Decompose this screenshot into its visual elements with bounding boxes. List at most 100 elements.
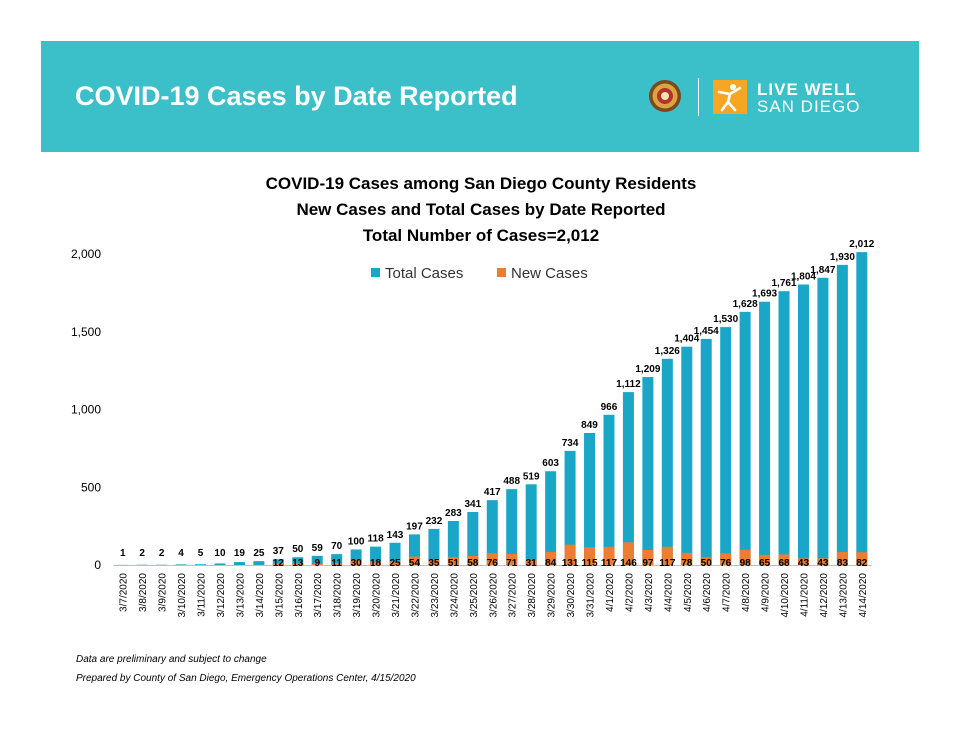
total-data-label: 1,326: [655, 346, 680, 357]
y-tick-label: 500: [81, 480, 101, 494]
x-tick-label: 3/22/2020: [410, 573, 421, 618]
new-data-label: 65: [759, 558, 771, 569]
total-data-label: 37: [273, 546, 285, 557]
new-data-label: 31: [526, 558, 538, 569]
new-bar: [350, 560, 362, 565]
new-bar: [817, 558, 829, 565]
total-data-label: 70: [331, 541, 343, 552]
total-data-label: 1,804: [791, 271, 816, 282]
new-data-label: 78: [681, 558, 693, 569]
new-bar: [370, 562, 382, 565]
chart-title-line-3: Total Number of Cases=2,012: [363, 226, 599, 245]
new-bar: [681, 552, 693, 565]
legend-swatch-new: [497, 268, 506, 277]
y-tick-label: 1,500: [71, 325, 101, 339]
logo-divider: [698, 78, 699, 116]
new-data-label: 58: [467, 558, 479, 569]
total-data-label: 283: [445, 508, 462, 519]
y-tick-label: 1,000: [71, 403, 101, 417]
x-tick-label: 4/10/2020: [780, 573, 791, 618]
total-bar: [836, 264, 848, 565]
total-data-label: 1,404: [674, 334, 699, 345]
x-tick-label: 3/15/2020: [274, 573, 285, 618]
new-bar: [545, 551, 557, 565]
new-data-label: 71: [506, 558, 518, 569]
x-tick-label: 4/9/2020: [761, 573, 772, 612]
total-bar: [545, 471, 557, 565]
new-data-label: 51: [448, 558, 460, 569]
total-data-label: 232: [426, 516, 443, 527]
x-tick-label: 3/23/2020: [430, 573, 441, 618]
new-data-label: 50: [701, 558, 713, 569]
total-bar: [214, 563, 226, 565]
x-tick-label: 4/12/2020: [819, 573, 830, 618]
x-tick-label: 3/26/2020: [488, 573, 499, 618]
total-data-label: 1,930: [830, 252, 855, 263]
new-data-label: 83: [837, 558, 849, 569]
total-bar: [331, 554, 343, 565]
total-bar: [292, 557, 304, 565]
new-data-label: 9: [314, 558, 320, 569]
header-banner: COVID-19 Cases by Date Reported LIVE WEL…: [41, 41, 919, 152]
y-tick-label: 0: [94, 558, 101, 572]
x-tick-label: 4/11/2020: [799, 573, 810, 617]
new-bar: [331, 563, 343, 565]
chart-title-line-2: New Cases and Total Cases by Date Report…: [296, 200, 665, 219]
chart-title-line-1: COVID-19 Cases among San Diego County Re…: [266, 174, 697, 193]
new-bar: [836, 552, 848, 565]
x-tick-label: 3/9/2020: [158, 573, 169, 612]
x-tick-label: 4/13/2020: [838, 573, 849, 618]
legend-label-total: Total Cases: [385, 265, 463, 282]
total-bar: [253, 561, 265, 565]
new-bar: [720, 553, 732, 565]
total-bar: [175, 564, 187, 565]
legend-label-new: New Cases: [511, 265, 588, 282]
total-bar: [759, 301, 771, 565]
logo-text-san-diego: SAN DIEGO: [757, 97, 861, 116]
x-tick-label: 4/5/2020: [683, 573, 694, 612]
total-bar: [856, 252, 868, 565]
total-data-label: 1,761: [772, 278, 797, 289]
x-tick-label: 4/8/2020: [741, 573, 752, 612]
total-data-label: 1,693: [752, 289, 777, 300]
total-data-label: 1,628: [733, 299, 758, 310]
total-bar: [525, 484, 537, 565]
footnote-prepared-by: Prepared by County of San Diego, Emergen…: [76, 673, 416, 684]
x-tick-label: 3/31/2020: [586, 573, 597, 618]
x-tick-label: 4/6/2020: [702, 573, 713, 612]
new-bar: [856, 552, 868, 565]
x-tick-label: 3/21/2020: [391, 573, 402, 618]
total-bar: [408, 534, 420, 565]
new-bar: [389, 561, 401, 565]
new-data-label: 68: [778, 558, 790, 569]
new-data-label: 76: [487, 558, 499, 569]
x-tick-label: 3/10/2020: [177, 573, 188, 618]
x-tick-label: 4/3/2020: [644, 573, 655, 612]
x-tick-label: 3/18/2020: [333, 573, 344, 618]
total-data-label: 603: [542, 458, 559, 469]
new-bar: [564, 544, 576, 565]
total-bar: [564, 450, 576, 565]
total-bar: [720, 327, 732, 565]
new-bar: [584, 547, 596, 565]
new-data-label: 98: [740, 558, 752, 569]
total-bar: [272, 559, 284, 565]
new-bar: [408, 556, 420, 565]
new-bar: [467, 555, 479, 565]
total-bar: [195, 564, 207, 565]
total-bar: [506, 489, 518, 565]
total-data-label: 1,209: [635, 364, 660, 375]
total-data-label: 519: [523, 471, 540, 482]
legend-swatch-total: [371, 268, 380, 277]
x-tick-label: 3/16/2020: [294, 573, 305, 618]
total-data-label: 1,112: [616, 379, 641, 390]
new-bar: [700, 557, 712, 565]
total-data-label: 59: [312, 543, 324, 554]
new-data-label: 18: [370, 558, 382, 569]
total-data-label: 417: [484, 487, 501, 498]
x-tick-label: 3/7/2020: [119, 573, 130, 612]
new-bar: [428, 559, 440, 565]
x-tick-label: 3/24/2020: [449, 573, 460, 618]
total-bar: [817, 277, 829, 565]
